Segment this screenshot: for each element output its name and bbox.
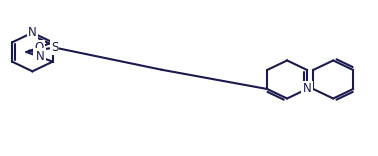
Text: N: N — [36, 50, 45, 63]
Text: O: O — [34, 41, 43, 54]
Text: S: S — [51, 41, 58, 54]
Text: N: N — [28, 26, 37, 39]
Text: N: N — [303, 83, 311, 95]
